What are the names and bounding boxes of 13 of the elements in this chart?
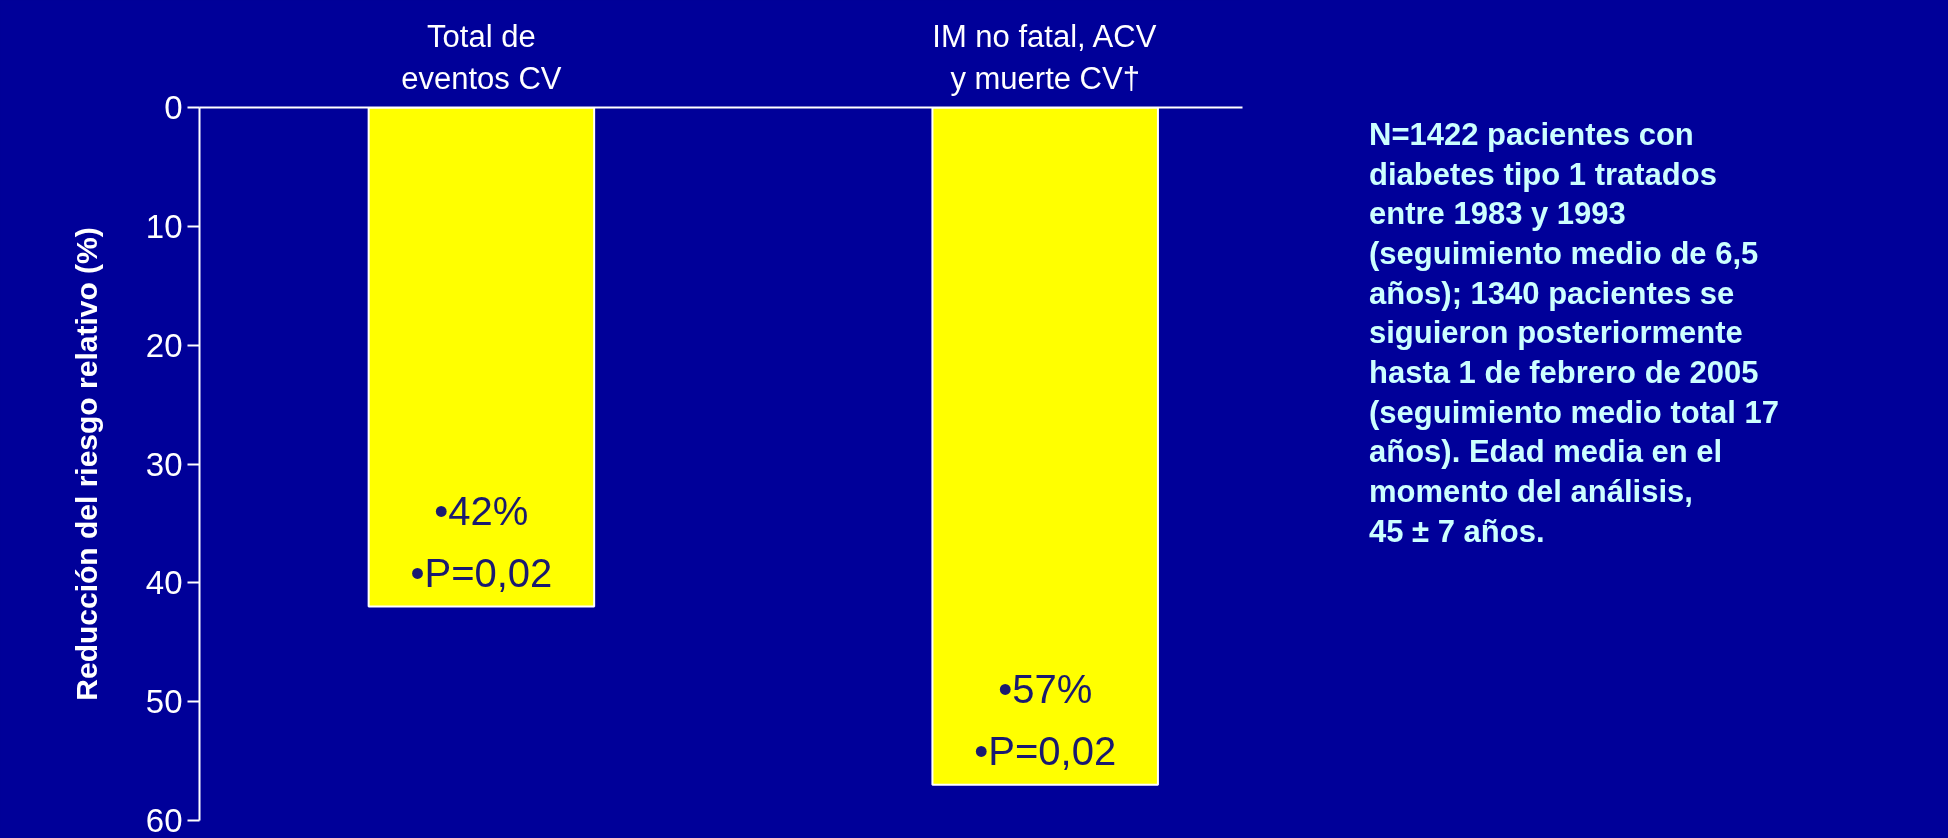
y-tick-label: 60	[145, 802, 183, 838]
text: N=1422 pacientes con diabetes tipo 1 tratados entre 1983 y 1993 (seguimiento medio de 6,5 años); 1340 pacientes se siguieron posteriormente hasta 1 de febrero de 2005 (seguimiento medio total 17 años). Edad media en el momento del análisis, 45 ± 7 años.	[1369, 117, 1779, 549]
y-axis-title: Reducción del riesgo relativo (%)	[69, 227, 103, 701]
x-tick-label: IM no fatal, ACV y muerte CV†	[932, 18, 1157, 96]
y-tick-label: 10	[145, 207, 183, 245]
y-tick-label: 50	[145, 683, 183, 721]
y-tick-label: 40	[145, 564, 183, 602]
x-tick-label: Total de eventos CV	[401, 18, 562, 96]
data-label: •42% •P=0,02	[410, 489, 553, 595]
y-tick-label: 0	[164, 89, 183, 126]
y-tick-label: 30	[145, 445, 183, 483]
data-label: •57% •P=0,02	[974, 667, 1117, 773]
y-tick-label: 20	[145, 326, 183, 364]
